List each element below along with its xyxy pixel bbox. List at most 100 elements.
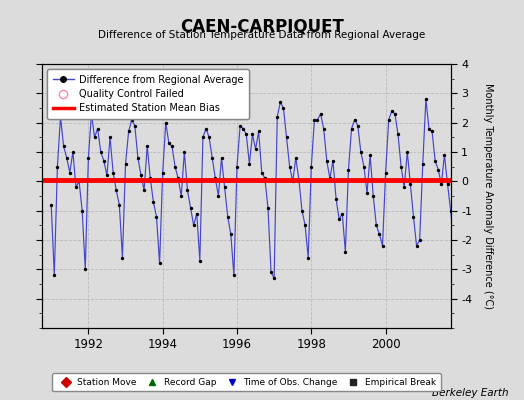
Text: CAEN-CARPIQUET: CAEN-CARPIQUET	[180, 18, 344, 36]
Point	[292, 155, 300, 161]
Point	[347, 125, 356, 132]
Point	[146, 175, 155, 182]
Point	[270, 275, 278, 281]
Point	[326, 175, 334, 182]
Point	[450, 237, 458, 243]
Point	[431, 158, 439, 164]
Point	[106, 134, 114, 140]
Point	[366, 152, 374, 158]
Point	[329, 158, 337, 164]
Point	[381, 169, 390, 176]
Point	[109, 169, 117, 176]
Point	[168, 143, 176, 149]
Point	[440, 152, 449, 158]
Point	[183, 187, 192, 193]
Point	[226, 231, 235, 237]
Point	[294, 177, 303, 183]
Point	[434, 166, 442, 173]
Point	[158, 169, 167, 176]
Point	[264, 204, 272, 211]
Point	[416, 237, 424, 243]
Point	[59, 143, 68, 149]
Point	[248, 131, 257, 138]
Point	[258, 169, 266, 176]
Point	[134, 155, 142, 161]
Point	[78, 208, 86, 214]
Point	[100, 158, 108, 164]
Point	[152, 213, 161, 220]
Point	[338, 210, 346, 217]
Point	[239, 125, 247, 132]
Point	[180, 149, 189, 155]
Point	[143, 143, 151, 149]
Legend: Difference from Regional Average, Quality Control Failed, Estimated Station Mean: Difference from Regional Average, Qualit…	[47, 69, 249, 119]
Point	[304, 254, 312, 261]
Point	[165, 140, 173, 146]
Point	[357, 149, 365, 155]
Point	[425, 125, 433, 132]
Point	[177, 193, 185, 199]
Point	[84, 155, 93, 161]
Point	[115, 202, 124, 208]
Point	[103, 172, 111, 179]
Point	[72, 184, 80, 190]
Point	[211, 175, 220, 182]
Point	[289, 178, 297, 184]
Point	[88, 111, 96, 117]
Point	[394, 131, 402, 138]
Point	[307, 164, 315, 170]
Point	[378, 243, 387, 249]
Point	[50, 272, 59, 278]
Point	[75, 178, 83, 184]
Point	[62, 155, 71, 161]
Point	[323, 158, 331, 164]
Point	[310, 116, 319, 123]
Point	[130, 122, 139, 129]
Point	[192, 210, 201, 217]
Point	[202, 125, 210, 132]
Point	[137, 172, 145, 179]
Point	[233, 164, 241, 170]
Point	[335, 216, 343, 223]
Point	[276, 99, 285, 105]
Point	[127, 116, 136, 123]
Point	[341, 248, 350, 255]
Point	[369, 193, 377, 199]
Point	[391, 111, 399, 117]
Point	[406, 181, 414, 188]
Point	[53, 164, 62, 170]
Point	[428, 128, 436, 135]
Point	[388, 108, 396, 114]
Point	[301, 222, 309, 228]
Point	[422, 96, 430, 102]
Point	[412, 243, 421, 249]
Point	[273, 114, 281, 120]
Point	[118, 254, 127, 261]
Point	[66, 169, 74, 176]
Text: Difference of Station Temperature Data from Regional Average: Difference of Station Temperature Data f…	[99, 30, 425, 40]
Point	[245, 160, 254, 167]
Point	[400, 184, 408, 190]
Point	[81, 266, 90, 272]
Point	[298, 208, 306, 214]
Point	[360, 164, 368, 170]
Point	[224, 213, 232, 220]
Point	[221, 184, 229, 190]
Point	[351, 116, 359, 123]
Point	[320, 125, 328, 132]
Legend: Station Move, Record Gap, Time of Obs. Change, Empirical Break: Station Move, Record Gap, Time of Obs. C…	[52, 374, 441, 392]
Point	[174, 175, 182, 182]
Point	[93, 125, 102, 132]
Point	[332, 196, 340, 202]
Point	[279, 105, 288, 111]
Point	[437, 181, 445, 188]
Point	[236, 122, 244, 129]
Point	[149, 199, 158, 205]
Point	[354, 122, 362, 129]
Point	[112, 187, 121, 193]
Point	[124, 128, 133, 135]
Point	[208, 155, 216, 161]
Point	[260, 175, 269, 182]
Point	[187, 204, 195, 211]
Point	[156, 260, 164, 267]
